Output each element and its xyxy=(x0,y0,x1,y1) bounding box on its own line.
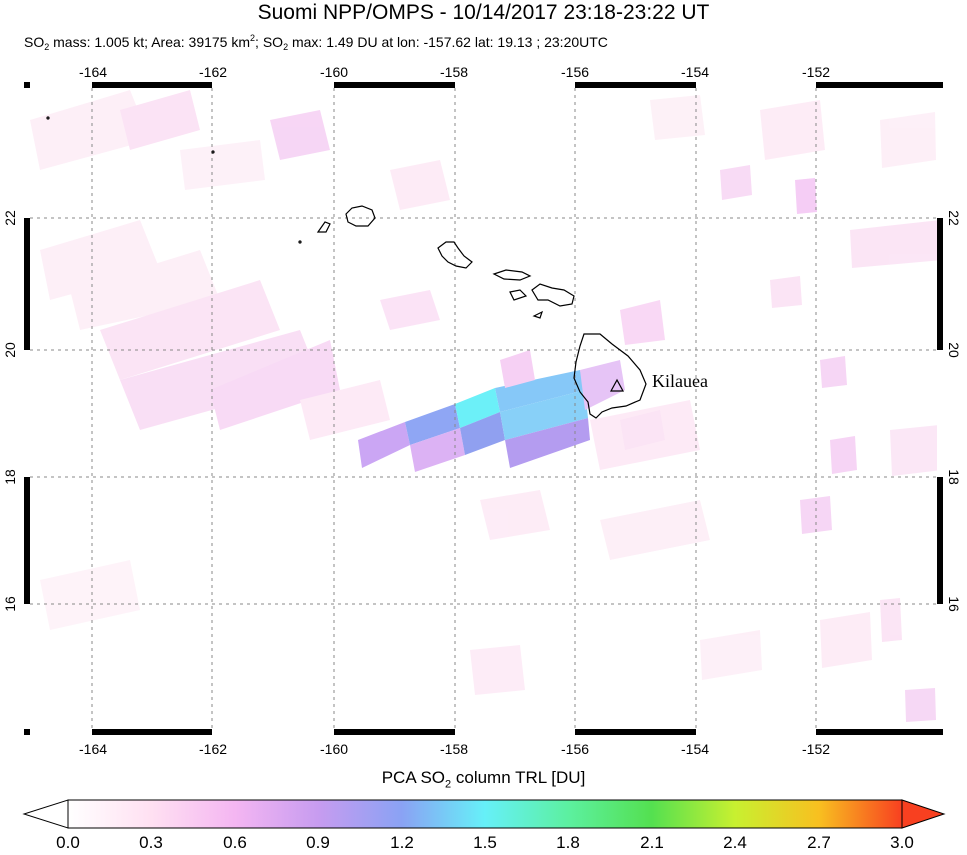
lat-tick-right: 16 xyxy=(945,596,962,612)
lon-tick-bottom: -154 xyxy=(681,741,710,757)
colorbar-tick: 0.3 xyxy=(139,833,163,852)
colorbar-tick: 1.5 xyxy=(473,833,497,852)
colorbar-tick: 1.8 xyxy=(556,833,580,852)
lon-tick-top: -160 xyxy=(320,64,349,80)
colorbar-max-arrow xyxy=(901,799,946,829)
colorbar-tick: 0.0 xyxy=(56,833,80,852)
lon-tick-bottom: -156 xyxy=(561,741,590,757)
volcano-label: Kilauea xyxy=(652,371,708,391)
colorbar-tick: 2.1 xyxy=(640,833,664,852)
lat-tick-left: 22 xyxy=(1,210,18,226)
lon-tick-top: -154 xyxy=(681,64,710,80)
lon-tick-bottom: -160 xyxy=(320,741,349,757)
colorbar-tick: 0.6 xyxy=(223,833,247,852)
colorbar-tick: 1.2 xyxy=(390,833,414,852)
colorbar-tick: 2.7 xyxy=(807,833,831,852)
so2-pixels xyxy=(30,90,937,722)
colorbar xyxy=(22,799,946,829)
lon-tick-bottom: -152 xyxy=(802,741,831,757)
colorbar-title: PCA SO2 column TRL [DU] xyxy=(381,768,586,791)
lon-tick-top: -158 xyxy=(440,64,469,80)
coastlines xyxy=(46,116,647,419)
lon-tick-bottom: -162 xyxy=(199,741,228,757)
colorbar-tick: 2.4 xyxy=(723,833,747,852)
lat-tick-right: 20 xyxy=(945,342,962,358)
colorbar-gradient xyxy=(67,799,903,829)
lat-tick-right: 18 xyxy=(945,469,962,485)
lat-tick-left: 18 xyxy=(1,469,18,485)
colorbar-tick: 0.9 xyxy=(306,833,330,852)
lat-tick-left: 16 xyxy=(1,596,18,612)
colorbar-min-arrow xyxy=(22,799,69,829)
lon-tick-bottom: -164 xyxy=(79,741,108,757)
lon-tick-top: -152 xyxy=(802,64,831,80)
map-subtitle: SO2 mass: 1.005 kt; Area: 39175 km2; SO2… xyxy=(24,33,608,52)
volcano-triangle-icon xyxy=(609,378,625,392)
lon-tick-top: -162 xyxy=(199,64,228,80)
lon-tick-top: -164 xyxy=(79,64,108,80)
lon-tick-top: -156 xyxy=(561,64,590,80)
colorbar-tick: 3.0 xyxy=(890,833,914,852)
lat-tick-left: 20 xyxy=(1,342,18,358)
graticule xyxy=(30,88,937,729)
map-title: Suomi NPP/OMPS - 10/14/2017 23:18-23:22 … xyxy=(257,1,710,24)
lat-tick-right: 22 xyxy=(945,210,962,226)
lon-tick-bottom: -158 xyxy=(440,741,469,757)
